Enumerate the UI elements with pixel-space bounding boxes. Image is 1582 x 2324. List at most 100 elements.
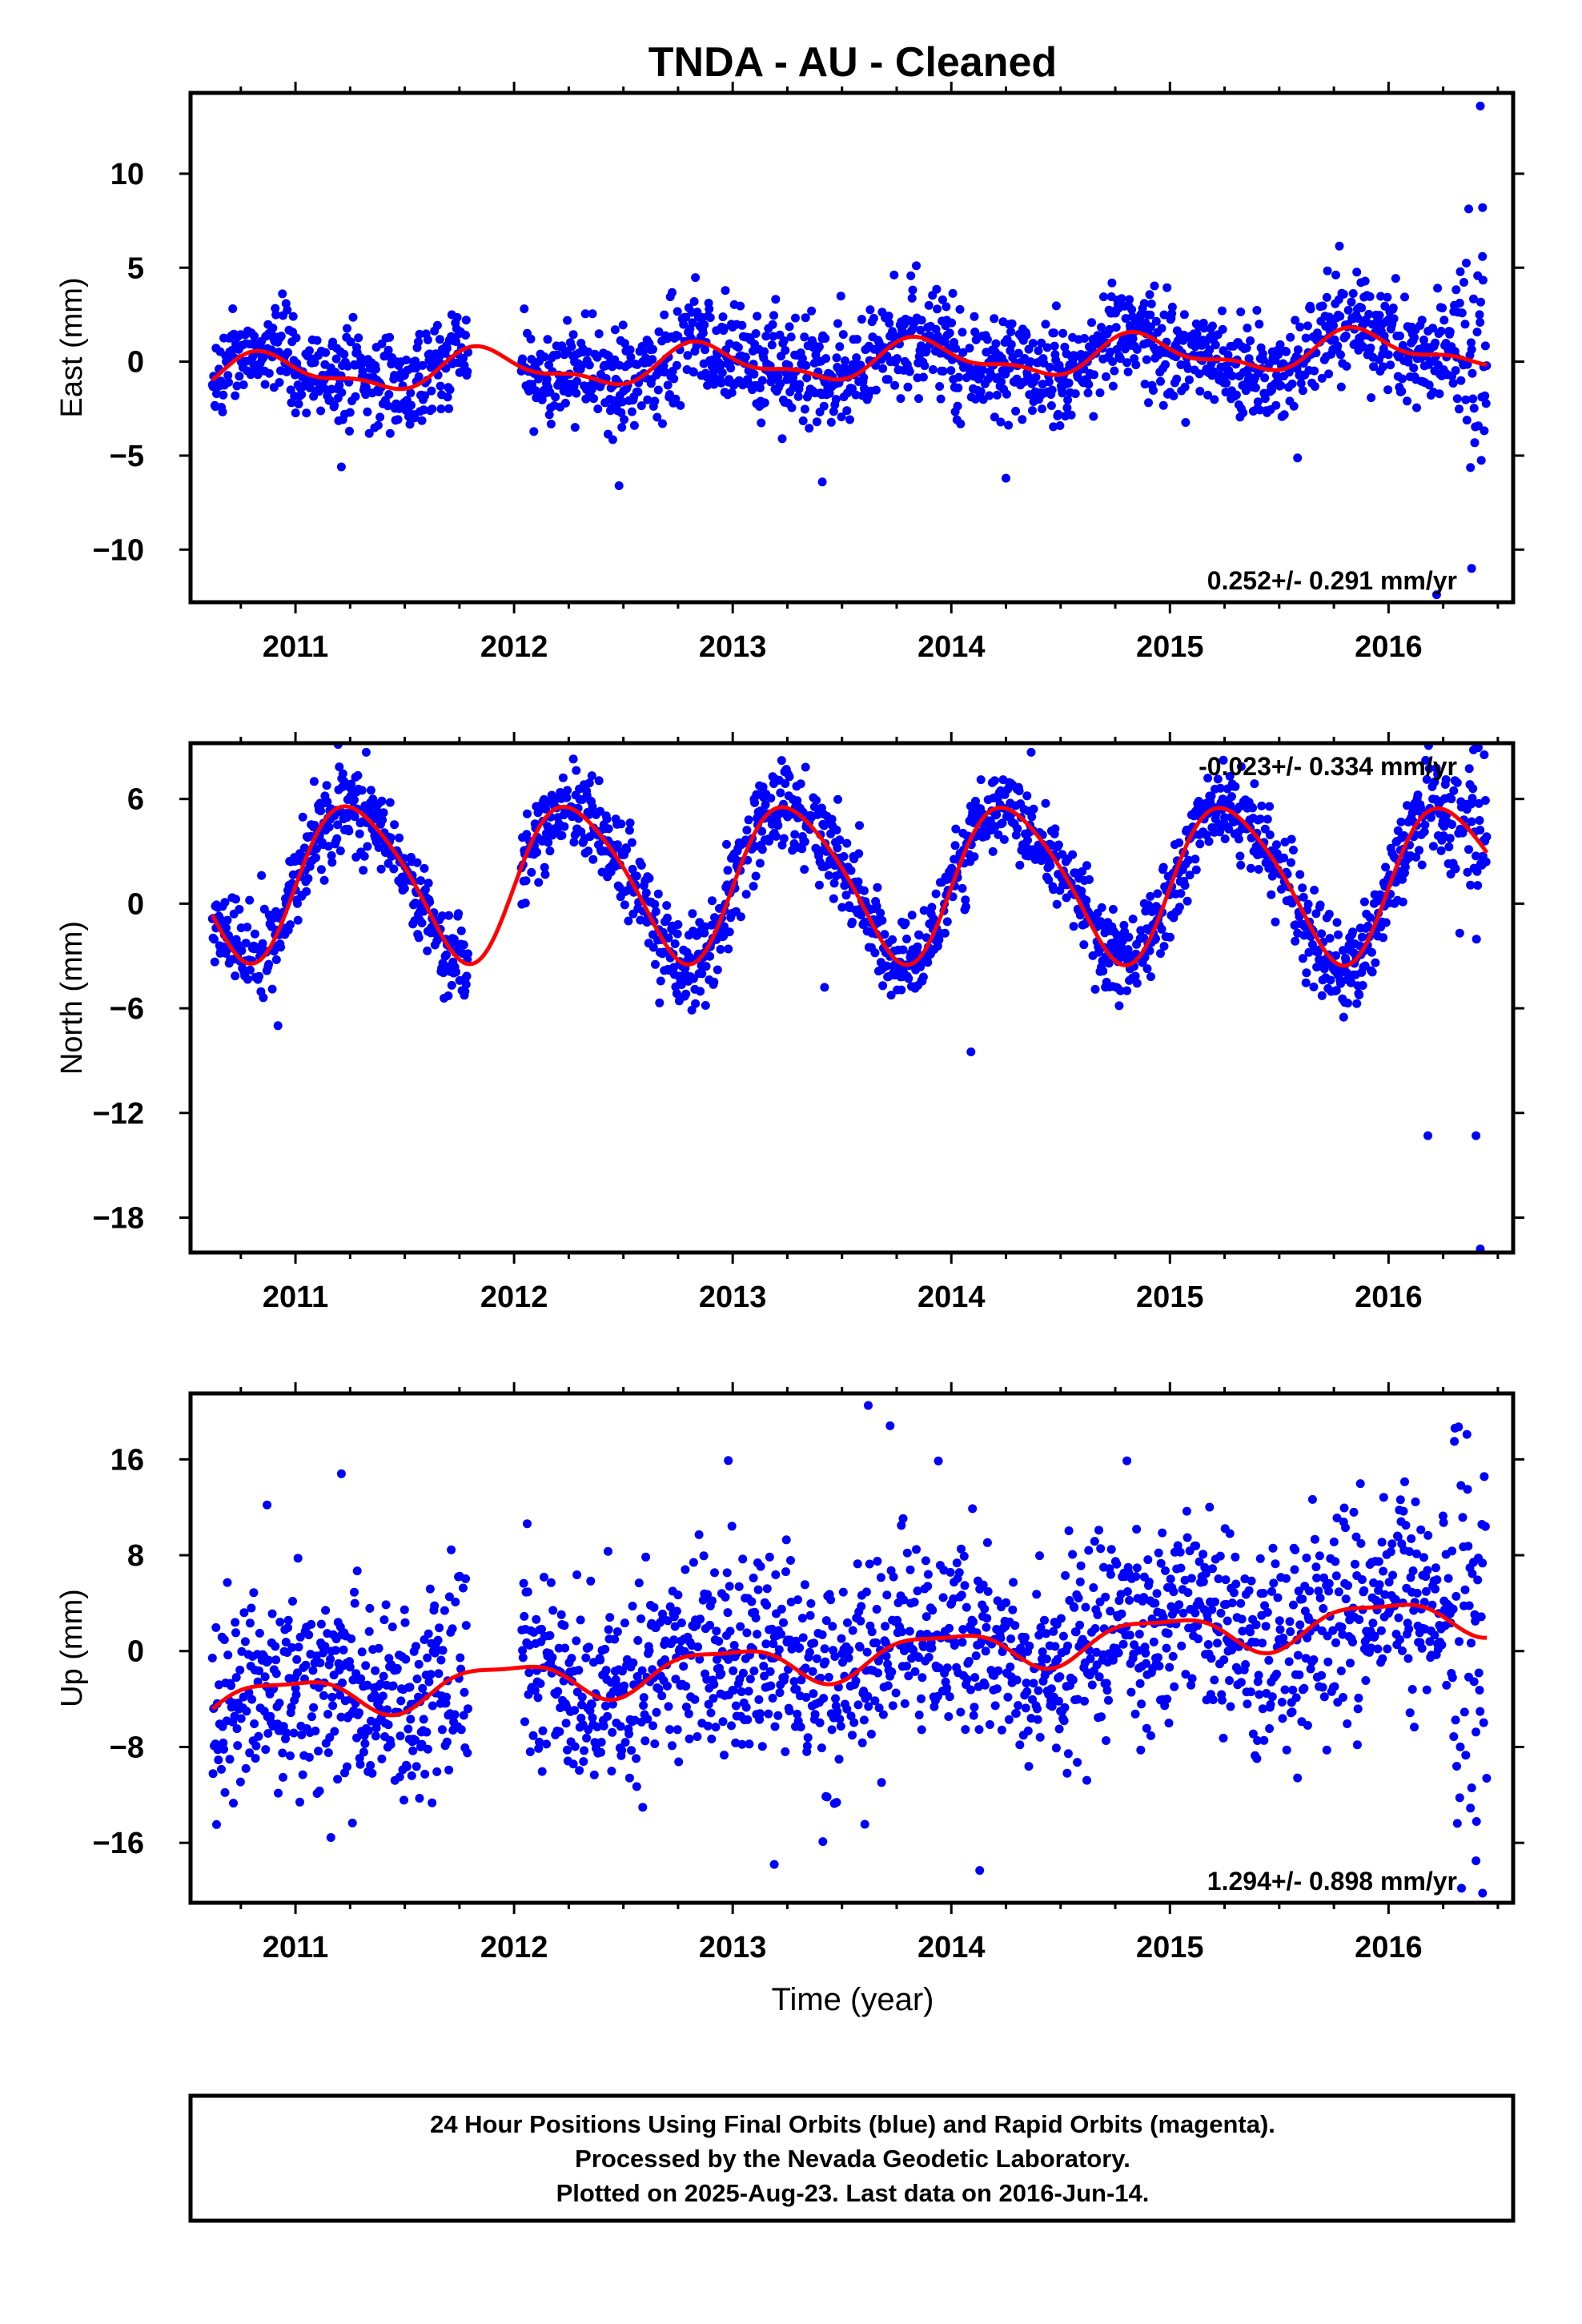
data-point [1011, 1709, 1021, 1719]
data-point [680, 1647, 689, 1656]
y-tick-label: 0 [127, 887, 144, 921]
data-point [601, 1666, 611, 1675]
data-point [1236, 308, 1246, 316]
data-point [882, 961, 892, 971]
data-point [948, 288, 958, 298]
data-point [568, 1759, 578, 1769]
data-point [1004, 1715, 1014, 1724]
data-point [1027, 812, 1037, 822]
data-point [1149, 386, 1158, 395]
data-point [412, 858, 422, 867]
data-point [999, 834, 1009, 844]
data-point [367, 1768, 377, 1778]
data-point [1267, 890, 1276, 899]
data-point [1480, 426, 1489, 436]
data-point [793, 392, 803, 401]
data-point [838, 330, 848, 340]
data-point [316, 865, 326, 875]
data-point [1042, 1629, 1051, 1638]
data-point [781, 779, 790, 788]
data-point [1046, 861, 1055, 870]
data-point [1084, 1546, 1094, 1555]
data-point [1279, 853, 1288, 862]
data-point [326, 1655, 335, 1664]
data-point [741, 352, 750, 362]
data-point [924, 300, 934, 310]
data-point [617, 1746, 627, 1755]
data-point [1123, 367, 1133, 376]
data-point [320, 1642, 330, 1651]
data-point [935, 382, 945, 391]
data-point [761, 332, 771, 341]
data-point [561, 1719, 571, 1728]
data-point [986, 816, 995, 826]
data-point [681, 1565, 690, 1574]
data-point [1318, 301, 1327, 311]
data-point [673, 1590, 683, 1600]
data-point [569, 838, 579, 847]
data-point [769, 332, 778, 341]
data-point [964, 1657, 974, 1666]
data-point [1034, 1686, 1043, 1695]
data-point [833, 319, 842, 328]
data-point [1223, 350, 1233, 360]
data-point [1438, 304, 1447, 313]
data-point [283, 305, 292, 315]
data-point [1303, 899, 1313, 909]
data-point [1253, 397, 1263, 407]
data-point [351, 392, 360, 401]
data-point [1008, 1605, 1018, 1614]
data-point [916, 1630, 926, 1639]
data-point [818, 1837, 828, 1847]
data-point [844, 1653, 853, 1663]
data-point [294, 400, 303, 408]
data-point [400, 1795, 408, 1805]
data-point [846, 1711, 856, 1721]
data-point [231, 1618, 240, 1627]
data-point [709, 1679, 719, 1689]
data-point [1325, 934, 1335, 943]
data-point [529, 427, 539, 436]
data-point [225, 1755, 235, 1764]
data-point [1456, 376, 1466, 385]
data-point [991, 339, 1001, 348]
data-point [648, 344, 657, 354]
data-point [436, 404, 446, 414]
data-point [423, 1653, 432, 1663]
data-point [1279, 410, 1289, 420]
x-tick-label: 2016 [1355, 630, 1423, 664]
data-point [1195, 369, 1204, 379]
data-point [335, 846, 345, 855]
data-point [423, 335, 432, 344]
data-point [639, 1693, 648, 1703]
data-point [845, 415, 854, 424]
data-point [379, 1615, 389, 1625]
data-point [1117, 294, 1126, 304]
data-point [1467, 817, 1476, 826]
data-point [716, 360, 725, 370]
data-point [951, 824, 961, 834]
data-point [211, 1622, 221, 1632]
data-point [602, 814, 612, 824]
data-point [1280, 838, 1290, 846]
data-point [641, 1552, 651, 1562]
data-point [656, 976, 665, 986]
data-point [314, 1747, 323, 1756]
data-point [827, 814, 837, 824]
data-point [1046, 1684, 1056, 1694]
data-point [443, 392, 452, 402]
data-point [287, 1642, 297, 1652]
data-point [1397, 387, 1407, 396]
data-point [544, 838, 553, 847]
data-point [1250, 779, 1259, 789]
data-point [1191, 854, 1200, 864]
data-point [268, 324, 278, 333]
data-point [1042, 343, 1052, 352]
data-point [1355, 990, 1364, 999]
data-point [307, 1619, 316, 1629]
data-point [420, 1769, 430, 1779]
data-point [289, 1728, 299, 1738]
data-point [527, 355, 536, 364]
data-point [951, 1638, 961, 1648]
data-point [671, 394, 681, 404]
